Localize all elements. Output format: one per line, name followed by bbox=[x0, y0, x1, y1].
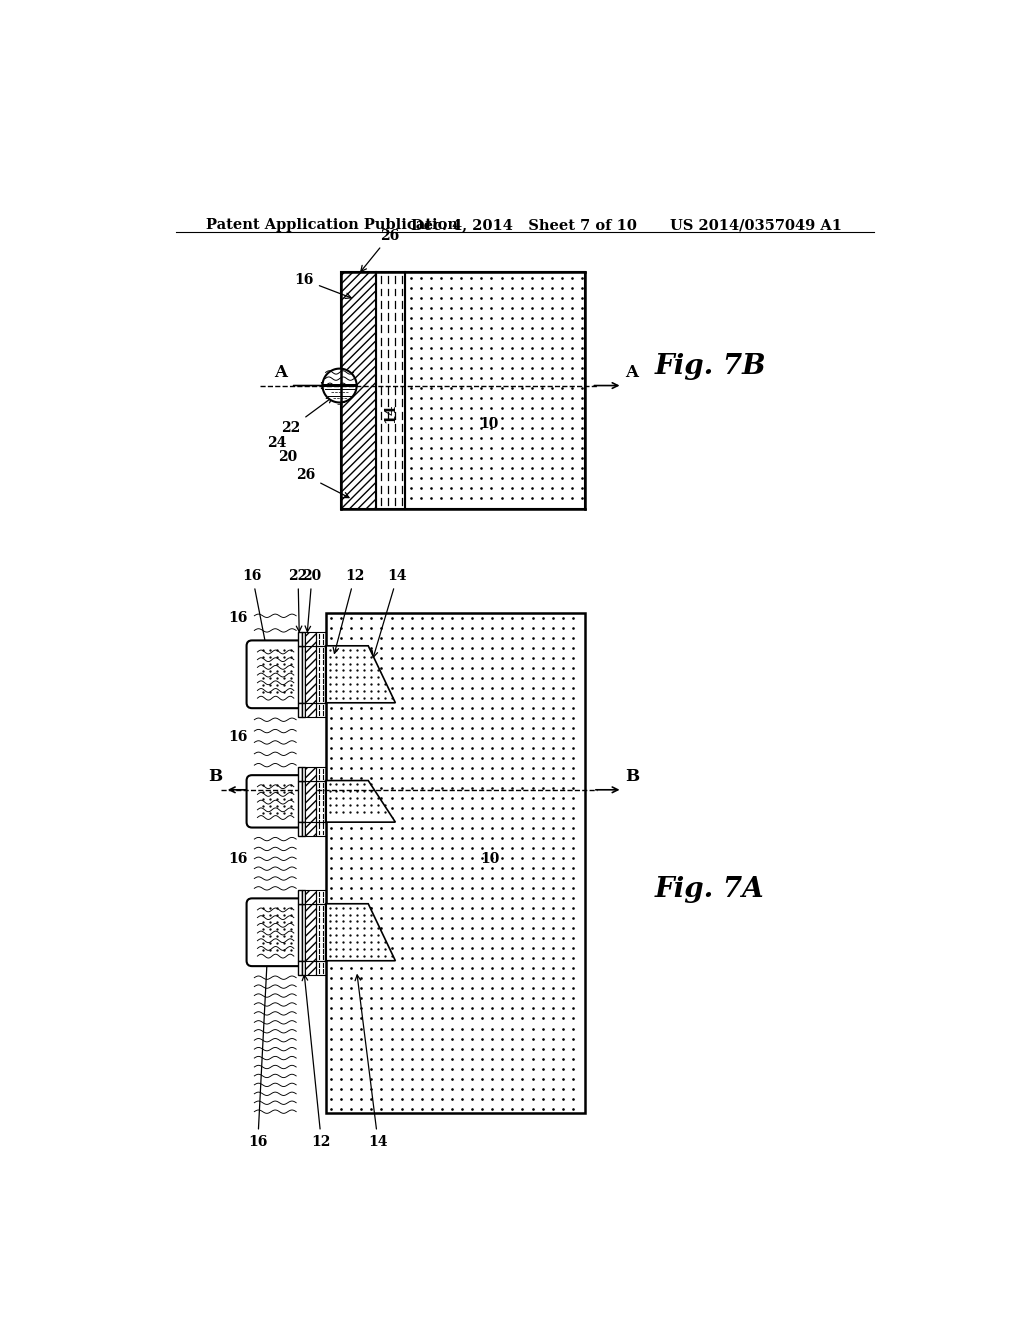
Polygon shape bbox=[305, 780, 316, 822]
Text: 14: 14 bbox=[384, 404, 397, 424]
Polygon shape bbox=[326, 780, 395, 822]
Text: 12: 12 bbox=[287, 795, 306, 808]
Text: 16: 16 bbox=[243, 569, 268, 649]
Text: 22: 22 bbox=[282, 397, 333, 434]
Text: 16: 16 bbox=[248, 957, 269, 1148]
Text: A: A bbox=[626, 364, 639, 381]
Text: 12: 12 bbox=[333, 569, 365, 653]
FancyBboxPatch shape bbox=[247, 899, 303, 966]
Polygon shape bbox=[302, 702, 305, 717]
Text: 16: 16 bbox=[228, 730, 248, 744]
FancyBboxPatch shape bbox=[247, 775, 303, 828]
Text: 14: 14 bbox=[355, 975, 388, 1148]
Polygon shape bbox=[305, 702, 316, 717]
Polygon shape bbox=[323, 385, 356, 403]
Polygon shape bbox=[302, 632, 305, 645]
Text: Dec. 4, 2014   Sheet 7 of 10: Dec. 4, 2014 Sheet 7 of 10 bbox=[411, 218, 637, 232]
Text: A: A bbox=[273, 364, 287, 381]
Text: 12: 12 bbox=[287, 667, 306, 681]
Polygon shape bbox=[298, 890, 302, 904]
Text: Fig. 7A: Fig. 7A bbox=[655, 876, 765, 903]
Polygon shape bbox=[298, 645, 302, 702]
Text: 26: 26 bbox=[296, 469, 349, 498]
Polygon shape bbox=[323, 368, 356, 385]
Text: Patent Application Publication: Patent Application Publication bbox=[206, 218, 458, 232]
Polygon shape bbox=[302, 890, 305, 904]
Polygon shape bbox=[305, 961, 316, 974]
Polygon shape bbox=[406, 272, 586, 508]
Polygon shape bbox=[302, 904, 305, 961]
Text: 20: 20 bbox=[278, 450, 297, 465]
Text: US 2014/0357049 A1: US 2014/0357049 A1 bbox=[671, 218, 843, 232]
Polygon shape bbox=[302, 822, 305, 836]
Polygon shape bbox=[305, 822, 316, 836]
Polygon shape bbox=[298, 904, 302, 961]
FancyBboxPatch shape bbox=[247, 640, 303, 708]
Polygon shape bbox=[302, 767, 305, 780]
Polygon shape bbox=[305, 890, 316, 904]
Polygon shape bbox=[298, 632, 302, 645]
Text: 16: 16 bbox=[228, 611, 248, 624]
Polygon shape bbox=[298, 822, 302, 836]
Text: 16: 16 bbox=[295, 273, 351, 298]
Text: 22: 22 bbox=[289, 569, 307, 632]
Polygon shape bbox=[326, 645, 395, 702]
Text: 24: 24 bbox=[267, 436, 287, 450]
Polygon shape bbox=[302, 645, 305, 702]
Text: 14: 14 bbox=[373, 569, 408, 657]
Polygon shape bbox=[326, 612, 586, 1113]
Text: Fig. 7B: Fig. 7B bbox=[655, 352, 767, 380]
Polygon shape bbox=[305, 632, 316, 645]
Polygon shape bbox=[326, 904, 395, 961]
Polygon shape bbox=[298, 702, 302, 717]
Polygon shape bbox=[302, 961, 305, 974]
Polygon shape bbox=[302, 780, 305, 822]
Polygon shape bbox=[376, 272, 406, 508]
Text: 10: 10 bbox=[480, 851, 500, 866]
Text: 26: 26 bbox=[360, 230, 399, 272]
Text: 12: 12 bbox=[287, 925, 306, 939]
Polygon shape bbox=[305, 645, 316, 702]
Text: 20: 20 bbox=[302, 569, 322, 632]
Text: 10: 10 bbox=[479, 417, 499, 430]
Polygon shape bbox=[305, 904, 316, 961]
Polygon shape bbox=[298, 961, 302, 974]
Polygon shape bbox=[298, 780, 302, 822]
Text: 12: 12 bbox=[302, 975, 331, 1148]
Text: B: B bbox=[626, 768, 640, 785]
Text: 16: 16 bbox=[228, 851, 248, 866]
Text: B: B bbox=[209, 768, 222, 785]
Polygon shape bbox=[341, 272, 376, 508]
Polygon shape bbox=[305, 767, 316, 780]
Polygon shape bbox=[298, 767, 302, 780]
